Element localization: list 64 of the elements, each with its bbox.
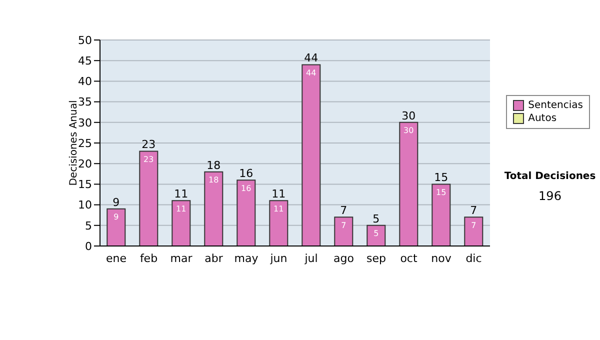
data-label: 15	[436, 188, 446, 197]
x-tick-label: nov	[431, 252, 452, 265]
total-label: 7	[340, 204, 348, 218]
x-tick-label: ago	[334, 252, 354, 265]
data-label: 30	[404, 126, 414, 136]
y-tick-label: 50	[78, 34, 92, 47]
bar	[399, 122, 418, 246]
y-axis-title: Decisiones Anual	[68, 100, 80, 186]
data-label: 16	[241, 184, 252, 193]
x-tick-label: oct	[400, 252, 418, 265]
y-tick-label: 40	[78, 75, 92, 88]
x-tick-label: dic	[466, 252, 482, 265]
bar	[172, 200, 191, 246]
y-tick-label: 35	[78, 96, 92, 109]
data-label: 5	[374, 229, 379, 238]
y-tick-label: 20	[78, 158, 92, 171]
data-label: 11	[274, 204, 284, 214]
text: 196	[538, 189, 562, 203]
total-label: 9	[112, 196, 120, 209]
data-label: 9	[114, 212, 119, 222]
y-tick-label: 15	[78, 178, 92, 192]
text: Total Decisiones	[503, 171, 597, 182]
total-label: 23	[142, 138, 156, 152]
bar	[432, 184, 451, 246]
x-tick-label: mar	[170, 252, 193, 265]
total-label: 44	[304, 52, 318, 65]
bar	[204, 171, 224, 246]
total-label: 16	[239, 167, 254, 180]
legend-label: Autos	[528, 112, 557, 125]
data-label: 11	[176, 204, 186, 214]
x-tick-label: jun	[269, 252, 288, 265]
x-tick-label: sep	[366, 252, 386, 265]
y-tick-label: 5	[85, 219, 92, 232]
bar	[139, 150, 158, 246]
total-label: 5	[372, 212, 380, 226]
bar	[236, 180, 256, 246]
bar	[366, 224, 386, 246]
total-label: 7	[470, 204, 478, 218]
data-label: 18	[208, 176, 219, 185]
bar	[302, 64, 321, 246]
total-label: 11	[272, 188, 286, 201]
bar	[269, 200, 288, 246]
total-label: 18	[206, 158, 221, 172]
x-tick-label: abr	[204, 252, 224, 265]
total-label: 30	[402, 109, 416, 122]
data-label: 7	[341, 220, 346, 230]
bar	[106, 208, 126, 246]
y-tick-label: 10	[78, 198, 92, 212]
total-label: 11	[174, 188, 188, 201]
x-tick-label: jul	[304, 252, 318, 265]
bar	[334, 216, 354, 246]
x-tick-label: ene	[106, 252, 127, 265]
bar	[464, 216, 484, 246]
x-tick-label: feb	[140, 252, 158, 265]
legend-label: Sentencias	[528, 99, 583, 112]
x-tick-label: may	[234, 252, 259, 265]
y-tick-label: 25	[78, 136, 92, 150]
data-label: 7	[471, 220, 476, 230]
data-label: 44	[306, 68, 316, 78]
data-label: 23	[144, 154, 154, 164]
y-tick-label: 45	[78, 54, 92, 68]
y-tick-label: 30	[78, 116, 92, 130]
total-label: 15	[434, 171, 448, 184]
y-tick-label: 0	[85, 240, 92, 253]
